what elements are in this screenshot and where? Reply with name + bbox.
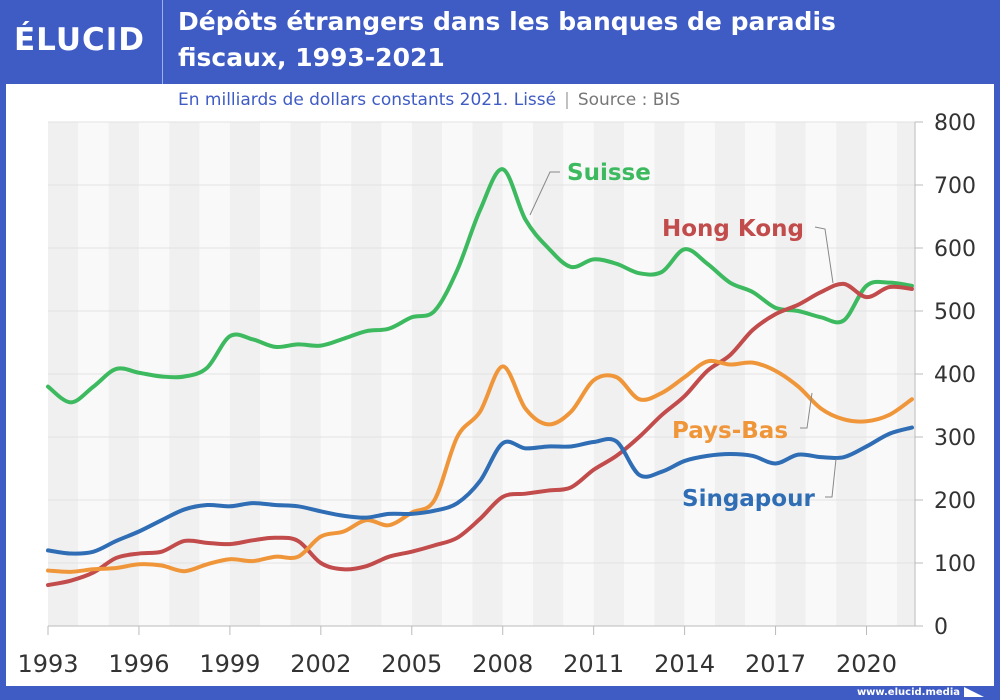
y-tick-label: 0: [934, 615, 948, 640]
chart-title-line-2: fiscaux, 1993-2021: [178, 43, 445, 72]
elucid-logo: ÉLUCID: [14, 22, 146, 58]
series-label-pays-bas: Pays-Bas: [672, 418, 788, 444]
x-tick-label: 2002: [290, 650, 351, 678]
x-tick-label: 1996: [108, 650, 169, 678]
footer-url: www.elucid.media: [856, 687, 960, 698]
series-line-singapour: [46, 425, 914, 556]
series-line-pays-bas: [46, 358, 914, 574]
y-tick-label: 500: [934, 300, 976, 325]
y-tick-label: 400: [934, 363, 976, 388]
chart-title-line-1: Dépôts étrangers dans les banques de par…: [178, 7, 836, 36]
x-tick-label: 2005: [381, 650, 442, 678]
leader-line-hong-kong: [814, 226, 834, 284]
subtitle-unit: En milliards de dollars constants 2021. …: [178, 90, 557, 110]
y-tick-label: 600: [934, 237, 976, 262]
y-tick-label: 300: [934, 426, 976, 451]
header: ÉLUCID Dépôts étrangers dans les banques…: [0, 0, 1000, 84]
y-tick-label: 700: [934, 174, 976, 199]
series-labels: Suisse Hong Kong Pays-Bas Singapour: [529, 160, 837, 512]
elucid-flag-icon: [964, 687, 984, 697]
subtitle-separator: |: [564, 90, 570, 110]
axes: 0 100 200 300 400 500 600 700 800 1993 1996 1999 200…: [17, 111, 976, 678]
y-tick-label: 200: [934, 489, 976, 514]
header-divider: [162, 0, 163, 84]
series-lines: [46, 167, 914, 588]
leader-line-pays-bas: [800, 392, 813, 429]
x-tick-label: 1999: [199, 650, 260, 678]
leader-line-singapour: [825, 458, 837, 498]
x-tick-label: 2017: [745, 650, 806, 678]
series-label-singapour: Singapour: [682, 486, 815, 512]
series-line-suisse: [46, 167, 914, 405]
chart-subtitle: En milliards de dollars constants 2021. …: [178, 90, 680, 110]
x-tick-label: 2008: [472, 650, 533, 678]
y-tick-label: 800: [934, 111, 976, 136]
x-tick-label: 1993: [17, 650, 78, 678]
y-tick-label: 100: [934, 552, 976, 577]
leader-line-suisse: [529, 171, 560, 216]
x-tick-label: 2020: [836, 650, 897, 678]
series-label-hong-kong: Hong Kong: [662, 216, 804, 242]
chart-title: Dépôts étrangers dans les banques de par…: [178, 4, 978, 76]
subtitle-source: Source : BIS: [577, 90, 681, 110]
series-label-suisse: Suisse: [567, 160, 651, 186]
series-line-hong-kong: [46, 281, 914, 588]
x-tick-label: 2011: [563, 650, 624, 678]
x-tick-label: 2014: [654, 650, 715, 678]
